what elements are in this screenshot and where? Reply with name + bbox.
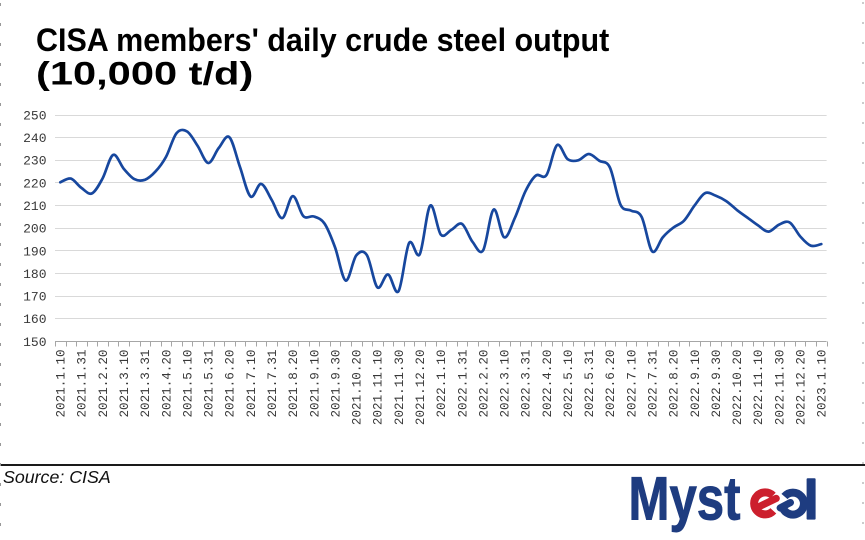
svg-text:2021.12.20: 2021.12.20: [414, 350, 428, 426]
svg-text:2022.8.20: 2022.8.20: [668, 350, 682, 418]
svg-text:2022.7.31: 2022.7.31: [647, 350, 661, 418]
svg-text:2021.6.20: 2021.6.20: [224, 350, 238, 418]
svg-text:2021.7.10: 2021.7.10: [245, 350, 259, 418]
svg-text:2022.9.10: 2022.9.10: [689, 350, 703, 418]
svg-text:2021.11.30: 2021.11.30: [393, 350, 407, 426]
svg-text:2022.3.31: 2022.3.31: [520, 350, 534, 418]
svg-text:2023.1.10: 2023.1.10: [816, 350, 830, 418]
svg-text:2022.3.10: 2022.3.10: [499, 350, 513, 418]
svg-text:2022.5.31: 2022.5.31: [583, 350, 597, 418]
svg-text:2022.6.20: 2022.6.20: [604, 350, 618, 418]
svg-text:160: 160: [23, 312, 46, 327]
svg-text:2021.7.31: 2021.7.31: [266, 350, 280, 418]
svg-text:2021.1.10: 2021.1.10: [55, 350, 69, 418]
svg-text:2021.4.20: 2021.4.20: [160, 350, 174, 418]
svg-text:2022.11.10: 2022.11.10: [752, 350, 766, 426]
svg-text:2022.12.20: 2022.12.20: [795, 350, 809, 426]
svg-text:2021.5.31: 2021.5.31: [203, 350, 217, 418]
svg-text:220: 220: [23, 176, 46, 191]
svg-text:2022.5.10: 2022.5.10: [562, 350, 576, 418]
svg-text:2022.7.10: 2022.7.10: [625, 350, 639, 418]
svg-text:180: 180: [23, 267, 46, 282]
svg-text:2022.10.20: 2022.10.20: [731, 350, 745, 426]
svg-text:2022.11.30: 2022.11.30: [773, 350, 787, 426]
svg-text:2021.10.20: 2021.10.20: [351, 350, 365, 426]
svg-text:200: 200: [23, 222, 46, 237]
svg-text:240: 240: [23, 131, 46, 146]
svg-text:2021.3.31: 2021.3.31: [139, 350, 153, 418]
svg-text:2021.2.20: 2021.2.20: [97, 350, 111, 418]
svg-text:2022.1.31: 2022.1.31: [456, 350, 470, 418]
svg-text:2021.3.10: 2021.3.10: [118, 350, 132, 418]
svg-text:Myst: Myst: [629, 465, 741, 533]
svg-text:230: 230: [23, 154, 46, 169]
svg-text:2021.9.10: 2021.9.10: [308, 350, 322, 418]
svg-text:2022.1.10: 2022.1.10: [435, 349, 449, 417]
svg-text:150: 150: [23, 335, 46, 350]
svg-text:2021.5.10: 2021.5.10: [181, 350, 195, 418]
svg-text:170: 170: [23, 290, 46, 305]
svg-text:2021.11.10: 2021.11.10: [372, 350, 386, 426]
svg-text:190: 190: [23, 244, 46, 259]
svg-text:2021.1.31: 2021.1.31: [76, 350, 90, 418]
svg-text:210: 210: [23, 199, 46, 214]
svg-text:2021.9.30: 2021.9.30: [329, 350, 343, 418]
svg-text:2022.2.20: 2022.2.20: [477, 350, 491, 418]
svg-text:2022.4.20: 2022.4.20: [541, 350, 555, 418]
svg-text:2022.9.30: 2022.9.30: [710, 350, 724, 418]
svg-text:2021.8.20: 2021.8.20: [287, 350, 301, 418]
svg-text:250: 250: [23, 108, 46, 123]
